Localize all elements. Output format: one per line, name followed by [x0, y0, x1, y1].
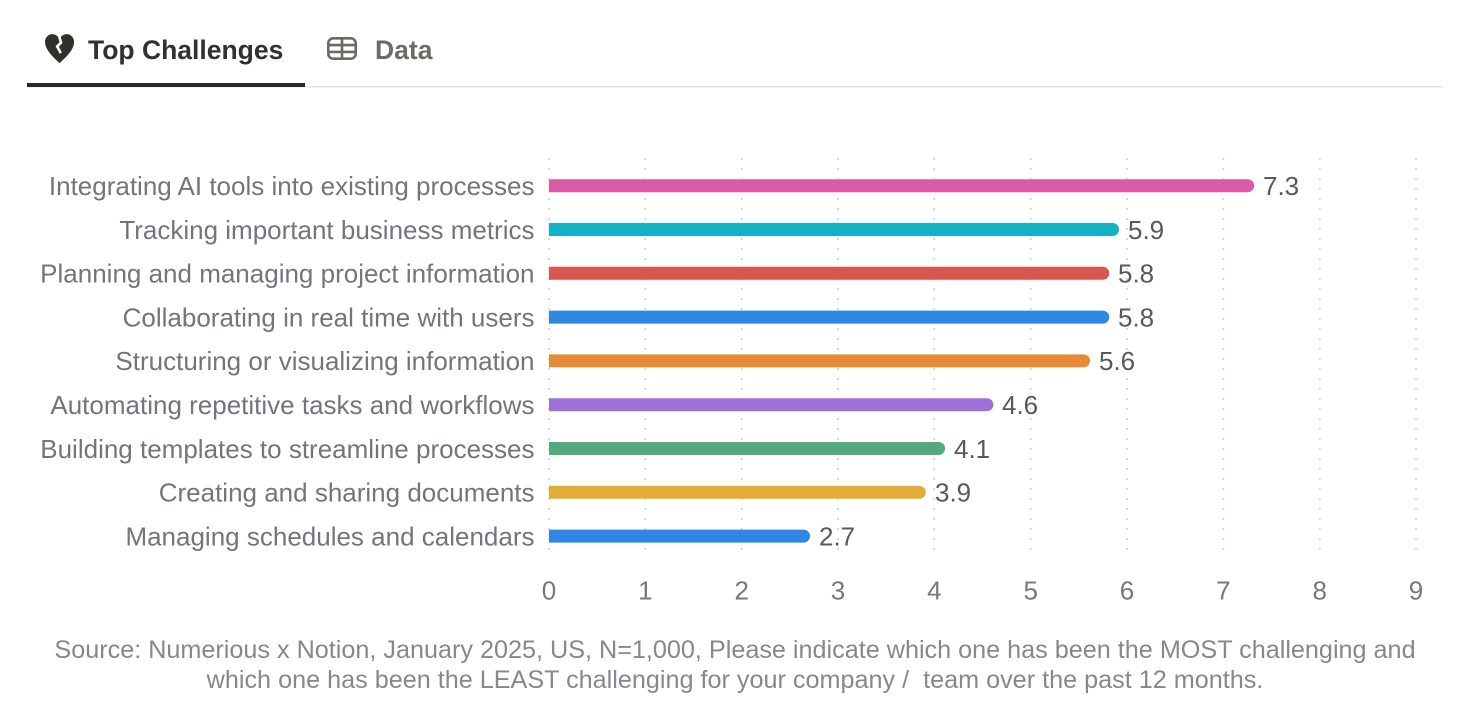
svg-text:2: 2 — [734, 576, 748, 606]
svg-text:which one has been the LEAST c: which one has been the LEAST challenging… — [206, 666, 1264, 694]
svg-text:7.3: 7.3 — [1263, 171, 1299, 201]
svg-text:Automating repetitive tasks an: Automating repetitive tasks and workflow… — [50, 390, 534, 420]
svg-text:Planning and managing project: Planning and managing project informatio… — [40, 259, 534, 289]
svg-text:3: 3 — [831, 576, 845, 606]
svg-text:Building templates to streamli: Building templates to streamline process… — [40, 434, 534, 464]
svg-text:5.8: 5.8 — [1118, 302, 1154, 332]
svg-text:4: 4 — [927, 576, 941, 606]
svg-text:7: 7 — [1216, 576, 1230, 606]
svg-text:3.9: 3.9 — [935, 478, 971, 508]
svg-text:2.7: 2.7 — [819, 521, 855, 551]
svg-text:5.8: 5.8 — [1118, 259, 1154, 289]
svg-text:6: 6 — [1120, 576, 1134, 606]
svg-text:5.6: 5.6 — [1099, 346, 1135, 376]
svg-text:Managing schedules and calenda: Managing schedules and calendars — [125, 521, 534, 551]
svg-text:5: 5 — [1023, 576, 1037, 606]
svg-text:0: 0 — [542, 576, 556, 606]
svg-text:5.9: 5.9 — [1128, 215, 1164, 245]
svg-text:Data: Data — [375, 35, 433, 65]
svg-text:Structuring or visualizing inf: Structuring or visualizing information — [115, 346, 534, 376]
svg-text:1: 1 — [638, 576, 652, 606]
svg-text:Collaborating in real time wit: Collaborating in real time with users — [123, 302, 535, 332]
svg-text:Integrating AI tools into exis: Integrating AI tools into existing proce… — [49, 171, 535, 201]
svg-text:Creating and sharing documents: Creating and sharing documents — [159, 478, 535, 508]
svg-text:9: 9 — [1409, 576, 1423, 606]
svg-text:Tracking important business me: Tracking important business metrics — [119, 215, 534, 245]
svg-text:Source: Numerious x Notion, Ja: Source: Numerious x Notion, January 2025… — [54, 636, 1415, 664]
svg-text:4.6: 4.6 — [1002, 390, 1038, 420]
svg-text:8: 8 — [1312, 576, 1326, 606]
svg-text:4.1: 4.1 — [954, 434, 990, 464]
svg-text:Top Challenges: Top Challenges — [88, 35, 283, 65]
